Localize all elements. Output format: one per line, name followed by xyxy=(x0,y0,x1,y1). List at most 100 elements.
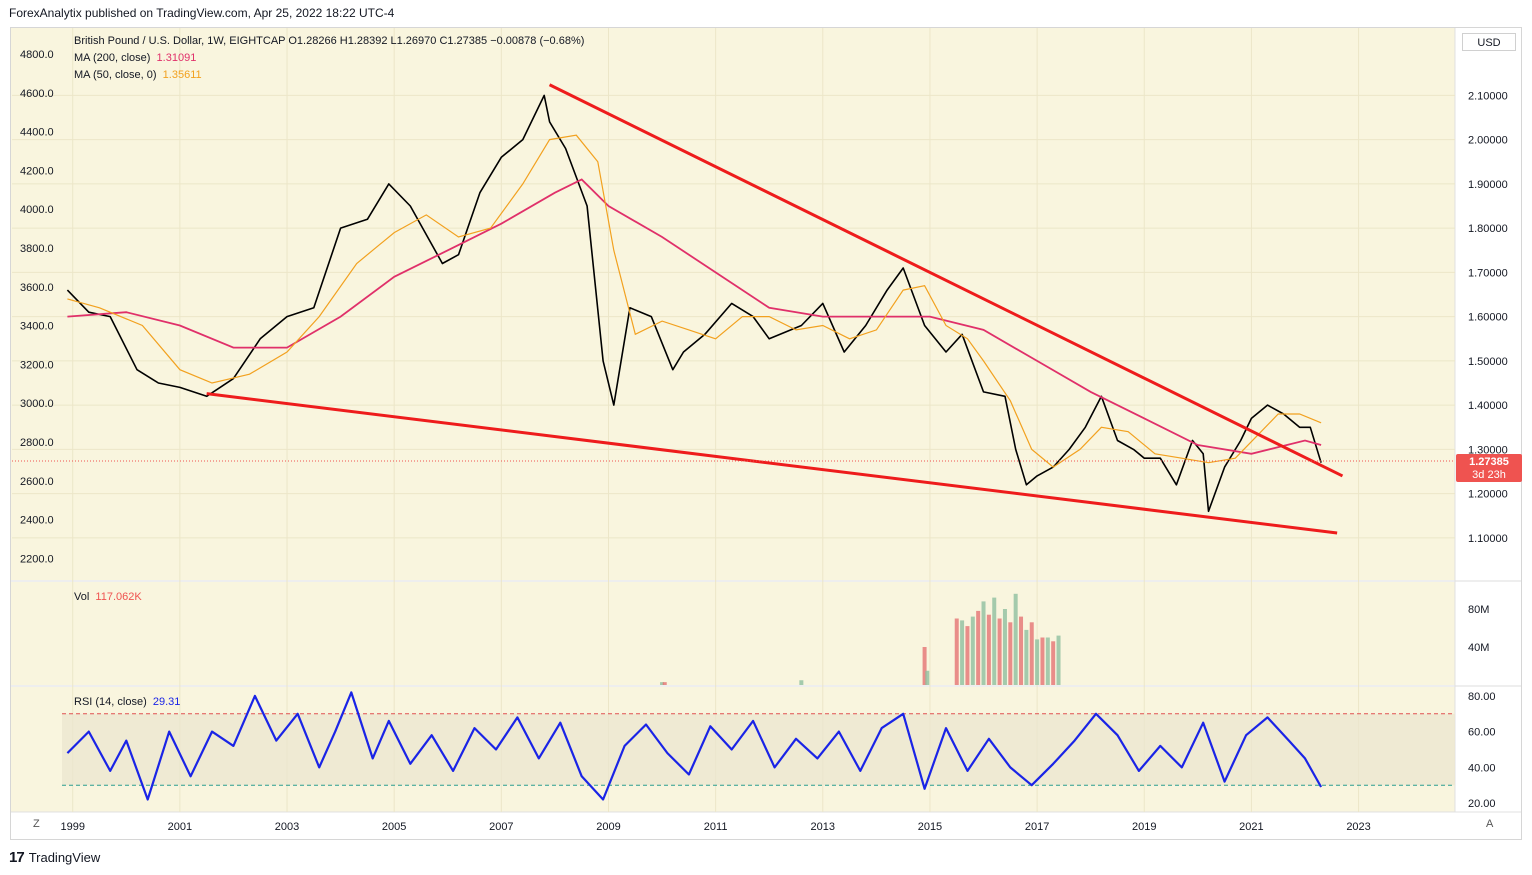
volume-bar xyxy=(660,682,665,685)
left-axis-tick: 2800.0 xyxy=(20,437,54,449)
auto-scale-z-button[interactable]: Z xyxy=(33,818,40,830)
volume-value: 117.062K xyxy=(95,591,142,603)
volume-bar xyxy=(662,682,667,685)
right-axis-tick: 2.00000 xyxy=(1468,135,1508,147)
x-axis-tick: 2017 xyxy=(1025,821,1049,833)
x-axis-tick: 2021 xyxy=(1239,821,1263,833)
volume-bar xyxy=(970,616,975,685)
right-axis-tick: 1.50000 xyxy=(1468,356,1508,368)
ma50-label: MA (50, close, 0) xyxy=(74,69,157,81)
right-axis-tick: 1.60000 xyxy=(1468,312,1508,324)
rsi-value: 29.31 xyxy=(152,696,181,708)
x-axis-tick: 2003 xyxy=(275,821,299,833)
x-axis-tick: 2019 xyxy=(1132,821,1156,833)
x-axis-tick: 2005 xyxy=(382,821,406,833)
volume-bar xyxy=(799,680,804,685)
volume-bar xyxy=(1013,593,1018,685)
bar-countdown: 3d 23h xyxy=(1472,469,1506,481)
volume-bar xyxy=(925,670,930,685)
left-axis-tick: 2200.0 xyxy=(20,553,54,565)
volume-bar xyxy=(1035,639,1040,685)
left-axis-tick: 3200.0 xyxy=(20,359,54,371)
volume-pane-background xyxy=(11,582,1455,685)
x-axis-tick: 2009 xyxy=(596,821,620,833)
rsi-legend[interactable]: RSI (14, close) 29.31 xyxy=(74,696,180,708)
left-axis-tick: 4600.0 xyxy=(20,88,54,100)
x-axis-tick: 2011 xyxy=(704,821,728,833)
volume-bar xyxy=(997,618,1002,685)
volume-bar xyxy=(1051,641,1056,685)
volume-bar xyxy=(986,614,991,685)
volume-legend[interactable]: Vol 117.062K xyxy=(74,591,142,603)
rsi-axis-tick: 60.00 xyxy=(1468,727,1496,739)
volume-bar xyxy=(1045,637,1050,685)
currency-selector[interactable]: USD xyxy=(1462,33,1516,51)
brand-name: TradingView xyxy=(28,850,101,865)
right-axis-tick: 1.90000 xyxy=(1468,179,1508,191)
volume-bar xyxy=(1019,616,1024,685)
left-axis-tick: 2400.0 xyxy=(20,515,54,527)
footer: 17 TradingView xyxy=(9,849,100,866)
ma200-value: 1.31091 xyxy=(156,52,197,64)
ma200-legend[interactable]: MA (200, close) 1.31091 xyxy=(74,52,196,64)
volume-label: Vol xyxy=(74,591,90,603)
volume-bar xyxy=(1040,637,1045,685)
rsi-label: RSI (14, close) xyxy=(74,696,147,708)
upper-trendline[interactable] xyxy=(548,83,1344,478)
x-axis-tick: 2007 xyxy=(489,821,513,833)
ma50-line[interactable] xyxy=(67,134,1322,468)
volume-bar xyxy=(976,610,981,685)
symbol-legend: British Pound / U.S. Dollar, 1W, EIGHTCA… xyxy=(74,35,584,47)
x-axis-tick: 2013 xyxy=(811,821,835,833)
rsi-axis-tick: 80.00 xyxy=(1468,691,1496,703)
left-axis-tick: 2600.0 xyxy=(20,476,54,488)
right-axis-tick: 1.40000 xyxy=(1468,400,1508,412)
right-axis-tick: 2.10000 xyxy=(1468,90,1508,102)
left-axis-tick: 4400.0 xyxy=(20,127,54,139)
ma50-legend[interactable]: MA (50, close, 0) 1.35611 xyxy=(74,69,202,81)
volume-bar xyxy=(1024,629,1029,685)
lower-trendline[interactable] xyxy=(206,392,1338,535)
ma200-label: MA (200, close) xyxy=(74,52,151,64)
last-price-badge xyxy=(1456,453,1522,482)
rsi-axis-tick: 40.00 xyxy=(1468,762,1496,774)
right-axis-tick: 1.70000 xyxy=(1468,267,1508,279)
right-axis-tick: 1.20000 xyxy=(1468,489,1508,501)
volume-axis-tick: 40M xyxy=(1468,642,1489,654)
right-axis-tick: 1.30000 xyxy=(1468,444,1508,456)
volume-axis-tick: 80M xyxy=(1468,604,1489,616)
volume-bar xyxy=(981,601,986,685)
volume-bar xyxy=(965,626,970,685)
price-series-line[interactable] xyxy=(66,94,1322,513)
ma50-value: 1.35611 xyxy=(162,69,202,81)
volume-bar xyxy=(960,620,965,685)
rsi-band-fill xyxy=(62,713,1455,786)
x-axis-tick: 2023 xyxy=(1346,821,1370,833)
auto-scale-a-button[interactable]: A xyxy=(1486,818,1494,830)
volume-bar xyxy=(1008,622,1013,685)
left-axis-tick: 4200.0 xyxy=(20,165,54,177)
published-header: ForexAnalytix published on TradingView.c… xyxy=(9,6,395,20)
volume-bar xyxy=(1002,609,1007,685)
left-axis-tick: 3400.0 xyxy=(20,321,54,333)
rsi-axis-tick: 20.00 xyxy=(1468,798,1496,810)
x-axis-tick: 2015 xyxy=(918,821,942,833)
volume-bar xyxy=(1029,622,1034,685)
left-axis-tick: 4800.0 xyxy=(20,49,54,61)
tradingview-logo-icon[interactable]: 17 xyxy=(9,849,25,866)
x-axis-tick: 1999 xyxy=(60,821,84,833)
left-axis-tick: 3800.0 xyxy=(20,243,54,255)
symbol-info: British Pound / U.S. Dollar, 1W, EIGHTCA… xyxy=(74,35,585,47)
last-price-value: 1.27385 xyxy=(1469,456,1509,468)
volume-bar xyxy=(954,618,959,685)
right-axis-tick: 1.80000 xyxy=(1468,223,1508,235)
x-axis-tick: 2001 xyxy=(168,821,192,833)
volume-bar xyxy=(992,597,997,685)
left-axis-tick: 4000.0 xyxy=(20,204,54,216)
volume-bar xyxy=(922,647,927,685)
volume-bar xyxy=(1056,635,1061,685)
rsi-line[interactable] xyxy=(66,691,1323,801)
left-axis-tick: 3600.0 xyxy=(20,282,54,294)
right-axis-tick: 1.10000 xyxy=(1468,533,1508,545)
